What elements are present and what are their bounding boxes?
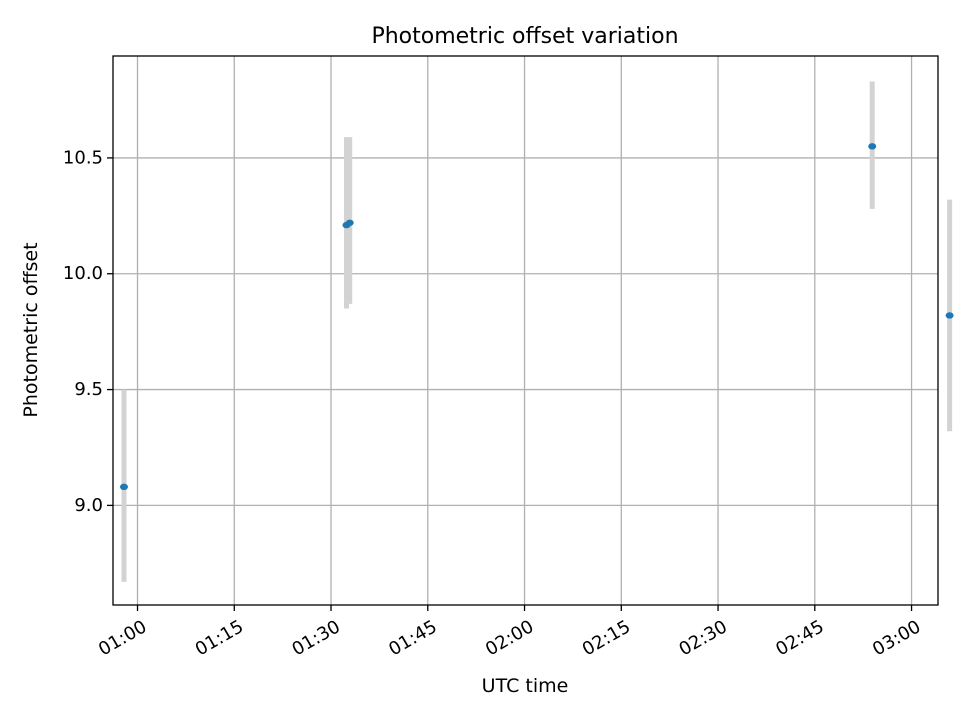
plot-frame [112, 55, 939, 606]
y-tick-label: 9.5 [74, 379, 103, 400]
data-point [945, 312, 954, 319]
y-axis-label: Photometric offset [20, 242, 42, 417]
y-axis-ticks: 9.0 9.5 10.0 10.5 [63, 147, 113, 516]
chart-title: Photometric offset variation [371, 24, 678, 49]
y-tick-label: 9.0 [74, 495, 103, 516]
x-axis-label: UTC time [482, 675, 569, 697]
grid-layer [113, 56, 938, 605]
data-point [345, 219, 354, 226]
y-tick-label: 10.5 [63, 147, 103, 168]
data-point [868, 143, 877, 150]
data-point [119, 483, 128, 491]
marker-layer [119, 143, 954, 491]
y-tick-label: 10.0 [63, 263, 103, 284]
